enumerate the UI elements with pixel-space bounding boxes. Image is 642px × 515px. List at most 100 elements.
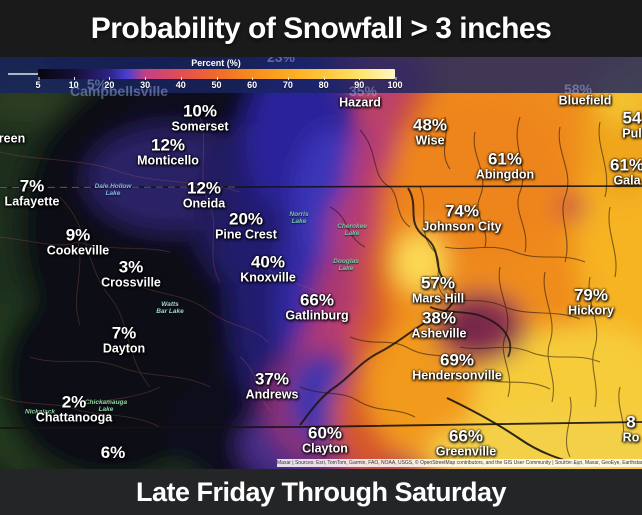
map-label-pct: 2% xyxy=(61,392,87,412)
map-label: 54 Pul xyxy=(622,109,642,141)
map-label-city: Oneida xyxy=(182,196,226,211)
legend-tick: 30 xyxy=(140,77,150,90)
map-label-pct: 7% xyxy=(111,323,137,343)
map-label-city: Clayton xyxy=(302,441,348,456)
map-label: 57% Mars Hill xyxy=(412,274,464,306)
map-label-pct: 48% xyxy=(412,115,448,135)
county-lines xyxy=(299,116,625,458)
map-label-city: Cookeville xyxy=(46,243,110,258)
map-label: 69% Hendersonville xyxy=(412,350,502,383)
map-label-city: Asheville xyxy=(411,326,467,341)
map-label: 2% Chattanooga xyxy=(35,392,113,425)
legend-colorbar xyxy=(38,69,395,79)
legend-tickmark xyxy=(287,77,289,80)
map-label: 7% Dayton xyxy=(103,323,145,356)
map-label-pct: 12% xyxy=(150,135,186,155)
map-label: 6% xyxy=(101,444,126,462)
road-lines xyxy=(0,116,331,428)
footer-bar: Late Friday Through Saturday xyxy=(0,469,642,515)
legend-title: Percent (%) xyxy=(191,58,241,68)
legend-tickmark xyxy=(323,77,325,80)
map-label: 37% Andrews xyxy=(245,369,299,402)
map-label-city: Knoxville xyxy=(240,270,296,285)
faint-map-label: 35% xyxy=(348,83,378,99)
map-label: 3% Crossville xyxy=(101,257,161,290)
map-label: 40% Knoxville xyxy=(240,252,296,285)
title-bar: Probability of Snowfall > 3 inches xyxy=(0,0,642,57)
map-label-city: Pul xyxy=(622,126,642,141)
lake-label: Watts Bar Lake xyxy=(156,300,184,315)
map-label-city: Gatlinburg xyxy=(285,308,349,323)
map-label-pct: 20% xyxy=(228,209,264,229)
faint-map-label: Campbellsville xyxy=(69,83,169,99)
map-label-pct: 37% xyxy=(254,369,290,389)
legend-tickmark xyxy=(252,77,254,80)
map-label-pct: 10% xyxy=(182,101,218,121)
legend-tick: 60 xyxy=(247,77,257,90)
map-label-pct: 61% xyxy=(487,149,523,169)
legend-colorbar-lead-line xyxy=(8,73,38,75)
legend-tickmark xyxy=(37,77,39,80)
legend-tickmark xyxy=(216,77,218,80)
map-attribution: Maxar | Sources: Esri, TomTom, Garmin, F… xyxy=(277,459,642,467)
map-label-city: Ro xyxy=(622,430,640,445)
page-title: Probability of Snowfall > 3 inches xyxy=(90,11,552,45)
legend-tick: 40 xyxy=(176,77,186,90)
map-label: 79% Hickory xyxy=(568,286,614,318)
legend-tickmark xyxy=(180,77,182,80)
map-label-city: Hendersonville xyxy=(412,368,502,383)
map-label: 66% Gatlinburg xyxy=(285,290,349,323)
map-label-city: Somerset xyxy=(171,119,229,134)
map-label: 74% Johnson City xyxy=(422,202,502,234)
map-label: reen xyxy=(0,132,25,145)
legend-tick: 80 xyxy=(319,77,329,90)
map-label-pct: 69% xyxy=(439,350,475,370)
legend-tick: 10 xyxy=(69,77,79,90)
faint-map-label: 5% xyxy=(86,76,108,92)
map-label: 9% Cookeville xyxy=(46,226,110,258)
map-label-pct: 38% xyxy=(421,308,457,328)
legend-tick: 70 xyxy=(283,77,293,90)
lake-label: Norris Lake xyxy=(289,210,309,225)
map-label-city: reen xyxy=(0,131,26,146)
lake-label: Dale Hollow Lake xyxy=(94,182,132,197)
snowfall-probability-map: Percent (%) 5 10 20 30 40 50 60 70 80 90 100 10% So… xyxy=(0,57,642,469)
map-label: 60% Clayton xyxy=(302,423,348,456)
map-label-city: Crossville xyxy=(101,275,161,290)
legend-tick: 50 xyxy=(211,77,222,90)
map-label: 7% Lafayette xyxy=(4,176,60,209)
map-label-city: Gala xyxy=(613,173,641,188)
map-label-pct: 60% xyxy=(307,423,343,443)
map-label-city: Andrews xyxy=(245,387,299,402)
map-label-pct: 66% xyxy=(299,290,335,310)
map-label-city: Chattanooga xyxy=(35,410,113,425)
map-label: Bluefield xyxy=(559,94,612,107)
legend-tickmark xyxy=(145,77,147,80)
legend-tickmark xyxy=(395,77,396,80)
legend: Percent (%) 5 10 20 30 40 50 60 70 80 90 100 xyxy=(0,57,642,93)
map-label-pct: 66% xyxy=(448,426,484,446)
map-label-city: Greenville xyxy=(435,444,497,459)
map-label-city: Abingdon xyxy=(475,167,535,182)
legend-tickmark xyxy=(359,77,361,80)
legend-tick: 5 xyxy=(35,77,41,90)
map-label-pct: 3% xyxy=(118,257,144,277)
map-label-city: Bluefield xyxy=(558,93,612,108)
map-label: 8 Ro xyxy=(622,413,640,445)
footer-caption: Late Friday Through Saturday xyxy=(135,476,507,507)
map-label: 12% Oneida xyxy=(182,179,226,211)
map-label-city: Johnson City xyxy=(422,219,502,234)
map-label-city: Lafayette xyxy=(4,194,60,209)
map-label-pct: 7% xyxy=(19,176,45,196)
lake-label: Nickajack xyxy=(25,408,55,416)
legend-tickmark xyxy=(73,77,75,80)
faint-map-label: 58% xyxy=(563,81,593,97)
legend-tick: 100 xyxy=(387,77,403,90)
map-label: 66% Greenville xyxy=(435,426,497,459)
map-label: 61% Abingdon xyxy=(475,149,535,182)
map-label: 10% Somerset xyxy=(171,101,229,134)
map-label-city: Hazard xyxy=(339,95,381,110)
map-label-city: Hickory xyxy=(568,303,614,318)
map-label-pct: 40% xyxy=(250,252,286,272)
